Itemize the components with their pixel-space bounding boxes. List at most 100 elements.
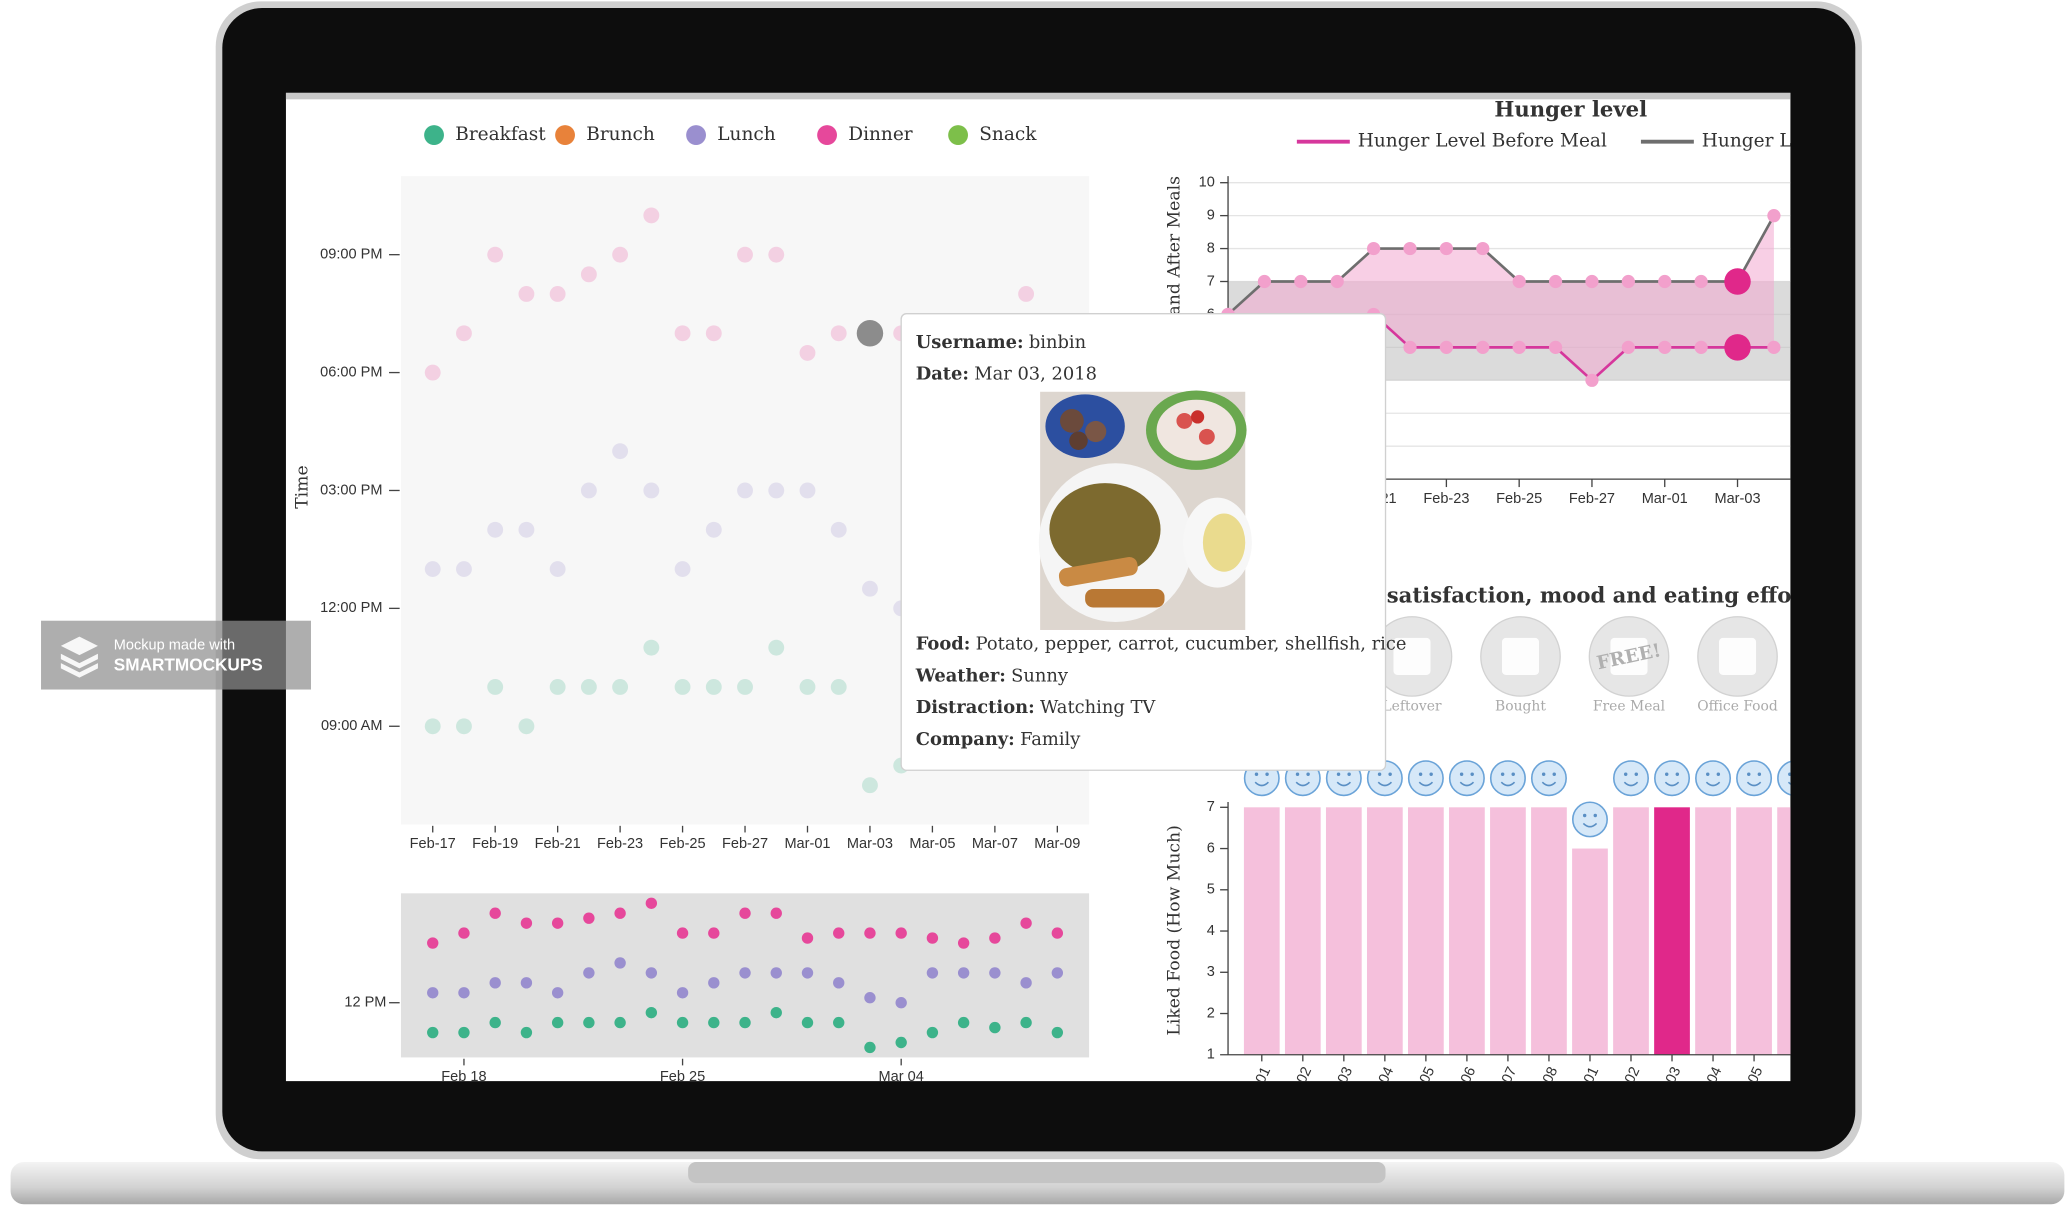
brush-point bbox=[957, 937, 970, 949]
brush-point bbox=[989, 932, 1001, 944]
brush-point bbox=[676, 1016, 689, 1029]
point bbox=[1257, 274, 1272, 289]
point bbox=[580, 266, 597, 283]
watermark-logo bbox=[60, 636, 98, 678]
legend-label: Hunger Le bbox=[1702, 131, 1803, 152]
brush-point bbox=[833, 977, 845, 989]
point bbox=[862, 777, 878, 794]
point bbox=[1403, 340, 1417, 354]
browser-bar bbox=[285, 92, 1791, 100]
y-tick-label: 6 bbox=[1207, 840, 1215, 856]
point bbox=[862, 580, 878, 597]
brush-point bbox=[427, 1026, 439, 1039]
watermark-box bbox=[41, 620, 311, 690]
brush-point bbox=[957, 967, 970, 979]
mood-eye bbox=[1716, 772, 1721, 776]
y-axis-title: Time bbox=[293, 465, 313, 508]
tooltip-value: Potato, pepper, carrot, cucumber, shellf… bbox=[976, 634, 1407, 655]
brush-point bbox=[458, 927, 470, 939]
x-tick-label: Mar-01 bbox=[1642, 491, 1688, 507]
brush-point bbox=[926, 1026, 939, 1039]
point bbox=[737, 246, 753, 263]
brush-point bbox=[520, 1026, 533, 1039]
point bbox=[705, 679, 722, 695]
brush-point bbox=[801, 1016, 814, 1029]
mood-icon bbox=[1736, 760, 1773, 797]
x-tick-label: Mar-05 bbox=[909, 836, 955, 852]
point bbox=[705, 325, 722, 342]
brush-point bbox=[427, 987, 439, 999]
legend-label: Lunch bbox=[717, 124, 776, 145]
mood-mouth bbox=[1705, 781, 1721, 787]
tooltip-label: Food: bbox=[916, 634, 971, 655]
mood-mouth bbox=[1336, 781, 1352, 787]
mood-mouth bbox=[1459, 781, 1475, 787]
highlighted-point bbox=[856, 320, 884, 347]
mood-eye bbox=[1582, 813, 1587, 818]
brush-point bbox=[1020, 977, 1032, 989]
legend-label: Brunch bbox=[586, 124, 655, 145]
point bbox=[580, 482, 597, 499]
mood-mouth bbox=[1254, 781, 1269, 787]
x-tick-label: Feb-23 bbox=[1423, 491, 1469, 507]
brush-point bbox=[801, 967, 814, 979]
point bbox=[1658, 274, 1672, 289]
y-axis-title: Liked Food (How Much) bbox=[1165, 825, 1185, 1035]
brush-point bbox=[676, 927, 689, 939]
mood-eye bbox=[1429, 772, 1433, 776]
mood-icon bbox=[1695, 760, 1732, 797]
brush-point bbox=[926, 932, 939, 944]
brush-point bbox=[739, 1016, 751, 1029]
bar bbox=[1777, 807, 1791, 1055]
mood-icon bbox=[1530, 760, 1567, 797]
point bbox=[518, 286, 535, 302]
y-tick-label: 09:00 PM bbox=[320, 247, 382, 263]
laptop-notch bbox=[688, 1161, 1386, 1184]
brush-point bbox=[739, 907, 751, 919]
brush-point bbox=[676, 987, 689, 999]
point bbox=[643, 207, 660, 224]
brush-point bbox=[864, 927, 876, 939]
icon-glyph bbox=[1393, 637, 1431, 675]
brush-point bbox=[458, 987, 470, 999]
legend-label: Breakfast bbox=[455, 124, 546, 145]
x-tick-label: Mar-07 bbox=[972, 836, 1018, 852]
x-tick-label: Feb-27 bbox=[1569, 491, 1615, 507]
x-tick-label: Feb 25 bbox=[660, 1069, 705, 1085]
point bbox=[518, 521, 535, 538]
bar bbox=[1449, 807, 1485, 1055]
point bbox=[830, 521, 847, 538]
watermark-line2: SMARTMOCKUPS bbox=[114, 654, 263, 674]
point bbox=[1621, 340, 1635, 354]
x-tick-label: Feb-25 bbox=[660, 836, 706, 852]
icon-label: Bought bbox=[1495, 699, 1546, 715]
point bbox=[549, 561, 566, 578]
icon-glyph bbox=[1501, 637, 1540, 675]
brush-point bbox=[833, 1016, 845, 1029]
highlighted-point bbox=[1724, 334, 1751, 361]
mood-eye bbox=[1347, 772, 1351, 776]
y-tick-label: 09:00 AM bbox=[321, 718, 382, 734]
mood-eye bbox=[1675, 772, 1680, 776]
brush-point bbox=[833, 927, 845, 939]
bar bbox=[1366, 807, 1403, 1055]
brush-point bbox=[551, 917, 564, 929]
brush-point bbox=[551, 987, 564, 999]
point bbox=[1476, 340, 1490, 354]
mood-eye bbox=[1511, 772, 1515, 776]
point bbox=[1767, 340, 1781, 354]
point bbox=[549, 286, 566, 302]
brush-point bbox=[489, 977, 501, 989]
point bbox=[799, 679, 816, 695]
tooltip-label: Weather: bbox=[915, 665, 1006, 686]
brush-point bbox=[551, 1016, 564, 1029]
mood-eye bbox=[1634, 772, 1639, 776]
brush-point bbox=[864, 992, 876, 1004]
point bbox=[1403, 241, 1417, 256]
point bbox=[768, 482, 785, 499]
point bbox=[830, 325, 847, 342]
point bbox=[518, 718, 535, 735]
x-tick-label: Feb 18 bbox=[441, 1069, 486, 1085]
mood-icon bbox=[1571, 801, 1608, 838]
brush-point bbox=[1020, 1016, 1032, 1029]
